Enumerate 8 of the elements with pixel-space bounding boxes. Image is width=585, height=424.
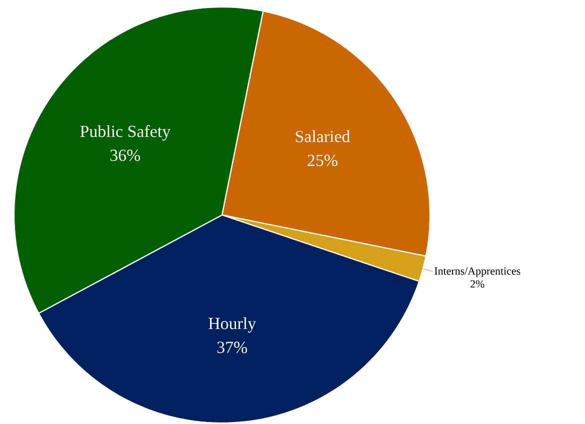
slice-label: Interns/Apprentices [434,268,520,278]
data-label: 25% [308,154,338,166]
slice-label: Public Safety [80,125,170,141]
data-label: 36% [110,150,140,162]
data-label: 2% [470,280,484,288]
slice-label: Salaried [296,130,350,142]
data-label: 37% [217,342,248,354]
slice-label: Hourly [208,317,256,333]
